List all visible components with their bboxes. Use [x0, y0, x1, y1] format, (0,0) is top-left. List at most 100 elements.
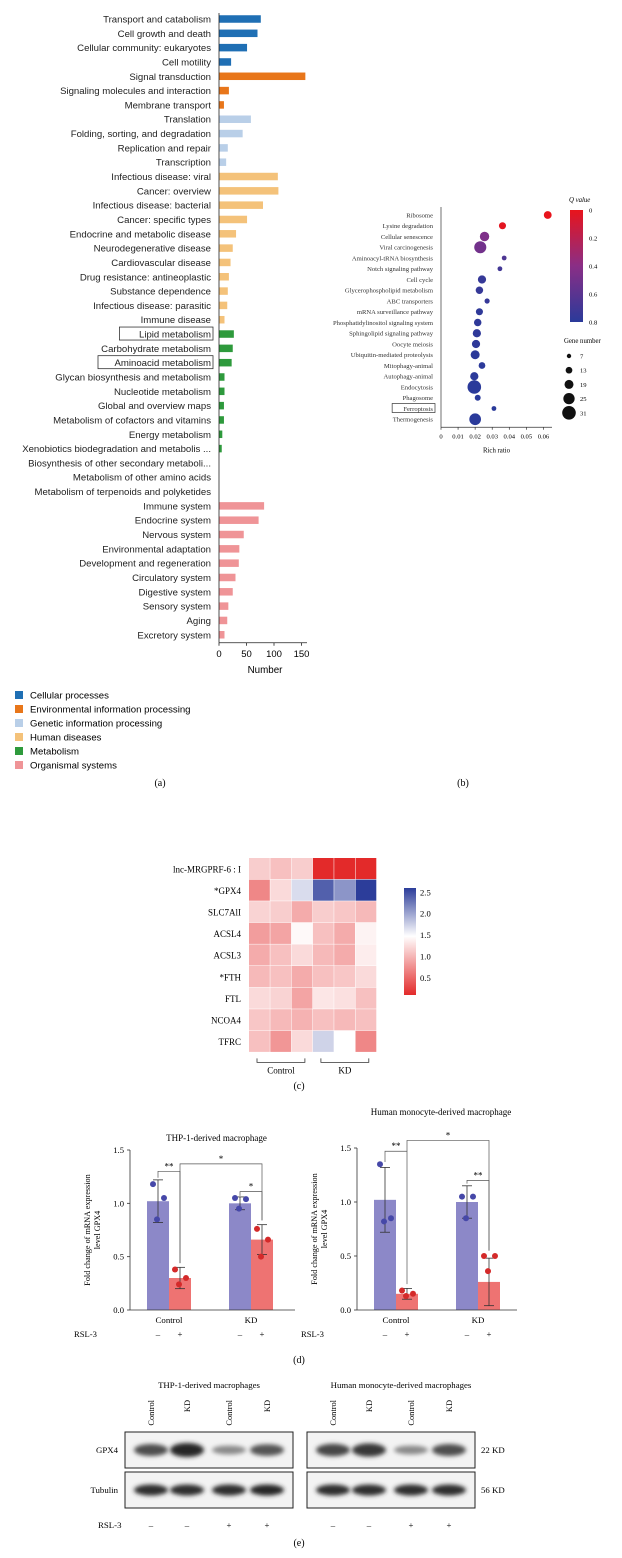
enrichment-bubble [475, 286, 484, 294]
heatmap-cell [291, 966, 313, 988]
kegg-bar [219, 273, 229, 281]
lane-label: Control [147, 1399, 156, 1425]
heatmap-scale-tick: 2.0 [420, 909, 431, 919]
color-legend-title: Q value [569, 197, 590, 204]
kegg-category-label: Cancer: specific types [117, 215, 211, 226]
expression-bar [456, 1202, 478, 1310]
replicate-dot [492, 1253, 498, 1259]
treatment-sign: + [260, 1329, 265, 1339]
group-label: KD [338, 1065, 351, 1075]
legend-label: Organismal systems [30, 761, 117, 772]
y-tick-label: 1.0 [340, 1197, 351, 1207]
kegg-bar [219, 516, 259, 524]
color-scale-tick: 0 [589, 208, 593, 215]
treatment-sign: + [265, 1520, 270, 1530]
kegg-category-label: Drug resistance: antineoplastic [80, 272, 211, 283]
gpx4-band [432, 1444, 466, 1456]
kegg-category-label: Global and overview maps [98, 401, 211, 412]
size-legend-dot [562, 406, 576, 420]
heatmap-cell [249, 966, 270, 988]
heatmap-cell [270, 1030, 292, 1052]
kegg-bar [219, 502, 265, 510]
heatmap-scale-tick: 1.0 [420, 951, 431, 961]
lane-label: Control [407, 1399, 416, 1425]
heatmap-cell [355, 901, 377, 923]
legend-label: Genetic information processing [30, 719, 162, 730]
gpx4-band [170, 1443, 204, 1457]
heatmap-row-label: *FTH [219, 972, 241, 982]
panel-label-d: (d) [293, 1355, 305, 1366]
tubulin-band [250, 1484, 284, 1496]
heatmap-cell [291, 1009, 313, 1031]
heatmap-cell [249, 944, 270, 966]
tubulin-band [212, 1484, 246, 1496]
heatmap-cell [270, 966, 292, 988]
pathway-label: Viral carcinogenesis [379, 245, 433, 252]
pathway-label: Endocytosis [401, 384, 434, 391]
group-label: Control [156, 1315, 183, 1325]
treatment-sign: – [366, 1520, 372, 1530]
treatment-sign: – [148, 1520, 154, 1530]
kegg-bar [219, 373, 225, 381]
tubulin-band [170, 1484, 204, 1496]
treatment-row-label: RSL-3 [301, 1329, 324, 1339]
y-axis-title-line: Fold change of mRNA expression [310, 1173, 319, 1284]
enrichment-bubble [479, 231, 490, 242]
blot-row-label: GPX4 [96, 1445, 119, 1455]
panel-d-thp1-bar-chart: THP-1-derived macrophage 0.0 0.5 1.0 1.5 Fold… [74, 1133, 295, 1339]
heatmap-cell [312, 879, 334, 901]
y-axis-title-line: level GPX4 [320, 1210, 329, 1248]
kegg-bar [219, 215, 248, 224]
kegg-category-label: Aminoacid metabolism [114, 358, 211, 369]
panel-c-heatmap: lnc-MRGPRF-6 : I *GPX4 SLC7AlI ACSL4 ACSL3 *F… [173, 858, 431, 1075]
heatmap-cell [312, 944, 334, 966]
x-tick-label: 0.05 [521, 433, 533, 440]
replicate-dot [403, 1292, 409, 1299]
kegg-bar [219, 187, 279, 195]
enrichment-bubble [497, 266, 503, 272]
heatmap-cell [355, 987, 377, 1009]
legend-swatch [15, 705, 23, 713]
enrichment-bubble [470, 372, 479, 381]
pathway-label: Notch signaling pathway [367, 266, 434, 273]
group-label: Control [383, 1315, 410, 1325]
panel-d-monocyte-bar-chart: Human monocyte-derived macrophage 0.0 0.5 1… [301, 1107, 517, 1339]
heatmap-cell [291, 879, 313, 901]
legend-swatch [15, 761, 23, 769]
enrichment-bubble [474, 394, 481, 401]
replicate-dot [377, 1161, 383, 1168]
pathway-label: Cellular senescence [381, 234, 433, 241]
heatmap-cell [249, 1030, 270, 1052]
heatmap-cell [334, 879, 355, 901]
heatmap-row-label: ACSL4 [213, 929, 241, 939]
heatmap-cell [355, 966, 377, 988]
heatmap-cell [355, 858, 377, 880]
kegg-bar [219, 573, 236, 582]
kegg-category-label: Development and regeneration [79, 559, 211, 570]
group-bracket [320, 1058, 370, 1063]
heatmap-row-label: lnc-MRGPRF-6 : I [173, 864, 241, 874]
replicate-dot [463, 1215, 469, 1222]
lane-label: Control [225, 1399, 234, 1425]
kegg-category-label: Neurodegenerative disease [94, 244, 211, 255]
heatmap-cell [249, 922, 270, 944]
pathway-label: Glycerophospholipid metabolism [345, 288, 434, 295]
lane-label: KD [183, 1400, 192, 1412]
treatment-sign: + [405, 1329, 410, 1339]
significance-label: ** [165, 1161, 175, 1171]
treatment-sign: – [382, 1329, 388, 1339]
pathway-label: Cell cycle [406, 277, 433, 284]
size-legend-title: Gene number [564, 338, 602, 345]
treatment-sign: – [184, 1520, 190, 1530]
kegg-category-label: Metabolism of terpenoids and polyketides [34, 487, 211, 498]
heatmap-cell [270, 879, 292, 901]
pathway-label: Lysine degradation [383, 223, 434, 230]
heatmap-cell [312, 1030, 334, 1052]
significance-bracket [466, 1180, 490, 1251]
gpx4-band [352, 1443, 386, 1457]
kegg-category-label: Translation [164, 115, 211, 126]
lane-label: Control [329, 1399, 338, 1425]
kegg-bar [219, 58, 232, 66]
pathway-label: Phosphatidylinositol signaling system [333, 320, 434, 327]
